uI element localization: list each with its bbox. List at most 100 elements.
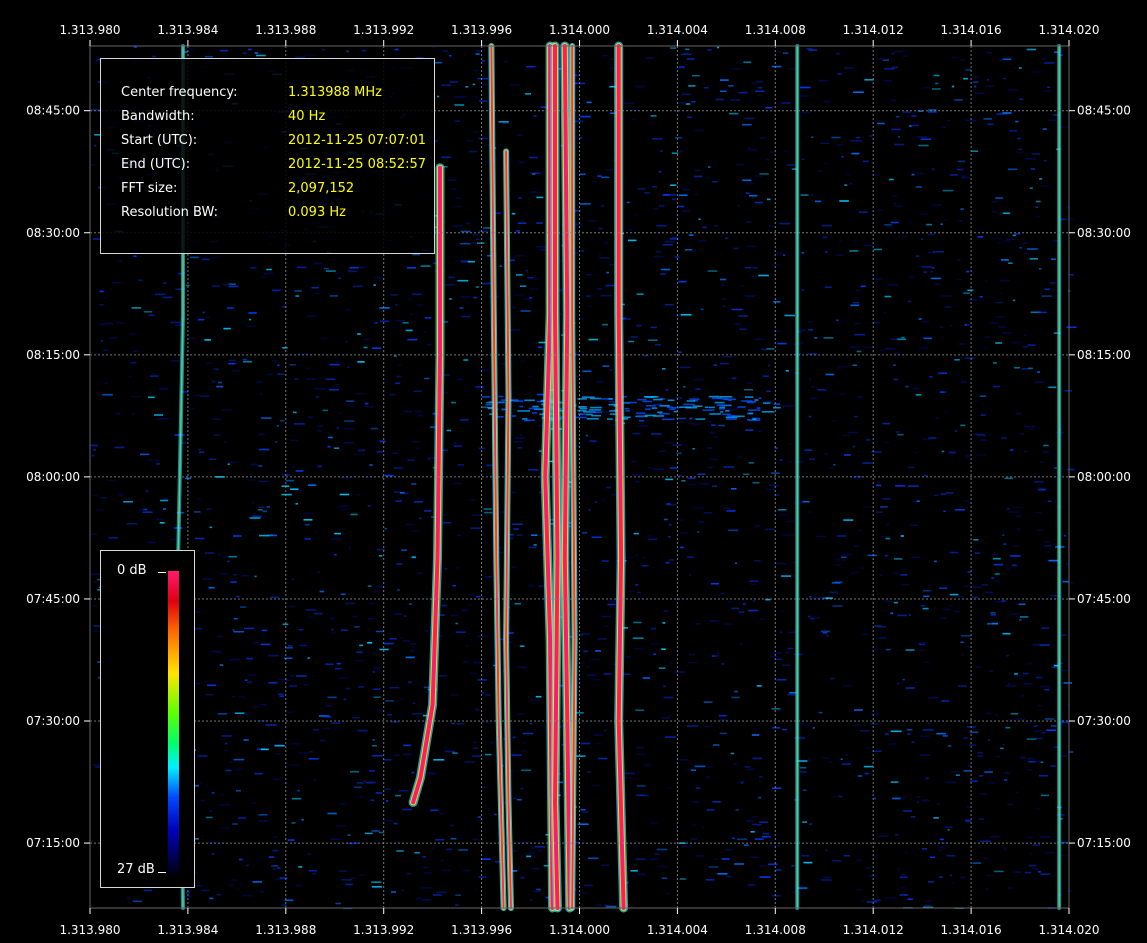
noise-speckle [207, 684, 217, 687]
noise-speckle [650, 643, 661, 645]
noise-speckle [1054, 467, 1057, 469]
noise-speckle [518, 197, 522, 199]
noise-speckle [702, 226, 707, 229]
noise-speckle [932, 204, 942, 206]
noise-speckle [454, 120, 461, 122]
noise-speckle [204, 552, 214, 554]
noise-speckle [93, 238, 100, 240]
noise-speckle [559, 289, 563, 292]
noise-speckle [132, 900, 142, 903]
noise-speckle [303, 519, 313, 521]
noise-speckle [705, 177, 711, 179]
noise-speckle [739, 643, 743, 645]
noise-speckle [772, 727, 780, 729]
noise-speckle [626, 201, 630, 204]
noise-speckle [90, 573, 101, 576]
noise-speckle [236, 789, 241, 792]
noise-speckle [540, 585, 545, 588]
noise-speckle [359, 874, 366, 876]
noise-speckle [894, 205, 903, 207]
noise-speckle [452, 225, 463, 227]
noise-speckle [322, 727, 331, 730]
noise-speckle [775, 869, 782, 871]
noise-speckle [978, 818, 985, 820]
noise-speckle [985, 591, 993, 594]
noise-speckle [1013, 366, 1020, 369]
noise-speckle [261, 629, 268, 632]
noise-speckle [915, 172, 924, 175]
noise-speckle [810, 194, 814, 196]
noise-speckle [1019, 433, 1025, 435]
noise-speckle [636, 293, 644, 295]
noise-speckle [800, 342, 803, 344]
noise-speckle [285, 711, 293, 713]
signal-trace-line [553, 44, 560, 910]
noise-speckle [579, 137, 583, 139]
noise-speckle [807, 615, 811, 618]
noise-speckle [385, 700, 394, 702]
noise-speckle [920, 735, 930, 738]
noise-speckle [457, 279, 469, 282]
noise-speckle [877, 637, 887, 639]
band-speckle [761, 411, 775, 413]
noise-speckle [93, 448, 97, 451]
noise-speckle [883, 600, 893, 602]
noise-speckle [473, 747, 479, 750]
band-speckle [673, 410, 678, 413]
noise-speckle [415, 447, 420, 450]
noise-speckle [402, 753, 413, 756]
noise-speckle [598, 757, 608, 760]
noise-speckle [895, 115, 900, 118]
noise-speckle [228, 362, 236, 365]
noise-speckle [532, 173, 536, 175]
noise-speckle [118, 493, 124, 496]
noise-speckle [508, 641, 512, 644]
noise-speckle [791, 865, 795, 867]
noise-speckle [313, 262, 323, 265]
noise-speckle [728, 528, 739, 531]
noise-speckle [327, 696, 337, 699]
noise-speckle [433, 759, 445, 761]
noise-speckle [460, 609, 469, 612]
noise-speckle [372, 667, 382, 669]
noise-speckle [922, 607, 929, 610]
noise-speckle [325, 704, 333, 707]
noise-speckle [362, 49, 366, 52]
noise-speckle [308, 616, 314, 619]
noise-speckle [666, 503, 671, 505]
noise-speckle [430, 809, 439, 812]
noise-speckle [842, 763, 851, 765]
noise-speckle [191, 682, 200, 685]
noise-speckle [1002, 212, 1010, 215]
noise-speckle [777, 709, 783, 712]
noise-speckle [229, 760, 232, 763]
noise-speckle [204, 339, 211, 341]
noise-speckle [871, 451, 882, 453]
noise-speckle [901, 336, 905, 339]
noise-speckle [905, 385, 909, 388]
noise-speckle [744, 389, 753, 391]
noise-speckle [143, 889, 153, 892]
noise-speckle [512, 736, 516, 739]
noise-speckle [816, 634, 826, 637]
noise-speckle [681, 480, 686, 482]
noise-speckle [941, 700, 950, 702]
noise-speckle [924, 904, 931, 907]
noise-speckle [674, 256, 680, 258]
noise-speckle [459, 242, 471, 245]
noise-speckle [482, 406, 488, 409]
band-speckle [708, 406, 715, 409]
noise-speckle [299, 644, 308, 647]
noise-speckle [711, 181, 718, 183]
signal-trace-line [616, 44, 626, 910]
noise-speckle [500, 511, 506, 513]
noise-speckle [346, 400, 355, 402]
noise-speckle [1051, 725, 1057, 727]
noise-speckle [776, 658, 782, 660]
noise-speckle [987, 123, 994, 126]
x-tick-label-top: 1.314.008 [745, 23, 806, 37]
noise-speckle [451, 722, 455, 725]
noise-speckle [1029, 261, 1034, 264]
noise-speckle [996, 580, 1000, 583]
noise-speckle [895, 431, 900, 433]
